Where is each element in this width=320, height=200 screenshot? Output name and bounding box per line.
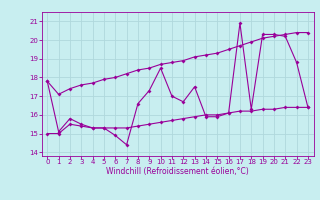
- X-axis label: Windchill (Refroidissement éolien,°C): Windchill (Refroidissement éolien,°C): [106, 167, 249, 176]
